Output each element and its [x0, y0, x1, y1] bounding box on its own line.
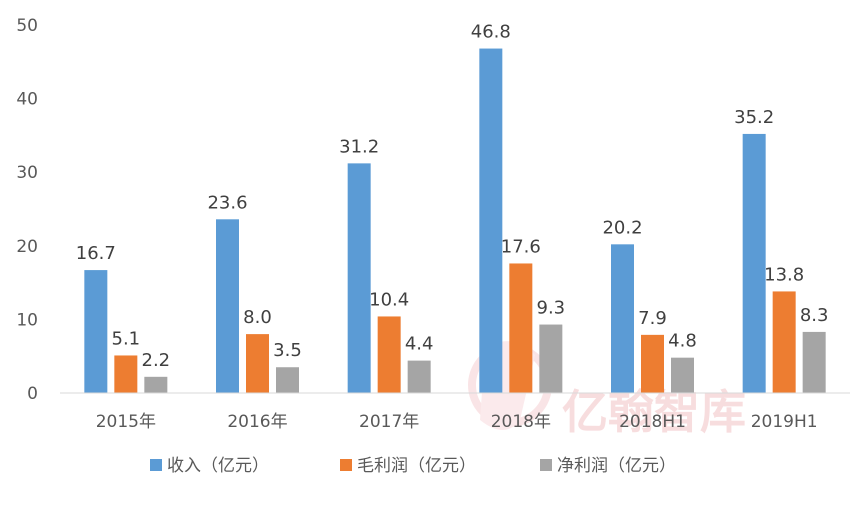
data-label: 35.2	[734, 107, 774, 128]
y-tick-label: 10	[16, 310, 38, 330]
data-labels: 16.7 5.12.2 23.6 8.03.5 31.2 10.4 4.4 46.8 17.6 9…	[76, 22, 829, 371]
y-tick-label: 40	[16, 90, 38, 110]
x-tick-label: 2015年	[96, 412, 156, 432]
watermark-text: 亿翰智库	[562, 385, 746, 439]
y-tick-label: 50	[16, 16, 38, 36]
x-tick-label: 2018年	[491, 412, 551, 432]
legend-swatch	[340, 459, 352, 471]
bar	[84, 270, 108, 393]
x-tick-label: 2016年	[227, 412, 287, 432]
bar	[144, 376, 168, 393]
x-tick-label: 2019H1	[751, 412, 818, 432]
legend-swatch	[150, 459, 162, 471]
bar	[377, 316, 401, 393]
bar	[802, 331, 826, 393]
data-label: 3.5	[273, 340, 302, 361]
bar	[114, 355, 138, 393]
data-label: 4.8	[668, 331, 697, 352]
data-label: 46.8	[471, 22, 511, 43]
bar	[641, 334, 664, 393]
legend: 收入（亿元） 毛利润（亿元） 净利润（亿元）	[150, 456, 676, 476]
data-label: 23.6	[207, 192, 247, 213]
y-tick-label: 30	[16, 163, 38, 183]
bar	[742, 133, 766, 394]
data-label: 7.9	[638, 308, 667, 329]
data-label: 2.2	[142, 350, 171, 371]
y-axis: 0 10 20 30 40 50	[16, 16, 38, 404]
data-label: 16.7	[76, 243, 116, 264]
legend-swatch	[540, 459, 552, 471]
legend-label: 毛利润（亿元）	[357, 456, 476, 476]
y-tick-label: 20	[16, 237, 38, 257]
data-label: 5.1	[112, 328, 141, 349]
bar	[671, 357, 694, 393]
bar	[611, 244, 634, 393]
data-label: 9.3	[537, 298, 566, 319]
x-axis: 2015年 2016年 2017年 2018年 2018H1 2019H1	[96, 412, 818, 432]
bar	[246, 334, 269, 393]
data-label: 4.4	[405, 334, 434, 355]
legend-label: 净利润（亿元）	[557, 456, 676, 476]
bar	[772, 291, 796, 393]
bar	[539, 324, 563, 393]
data-label: 13.8	[764, 264, 804, 285]
data-label: 20.2	[602, 217, 642, 238]
x-tick-label: 2017年	[359, 412, 419, 432]
y-tick-label: 0	[27, 384, 38, 404]
bar	[509, 263, 533, 393]
data-label: 8.3	[800, 305, 829, 326]
legend-label: 收入（亿元）	[167, 456, 269, 476]
bar	[276, 367, 299, 393]
bar	[407, 360, 431, 393]
data-label: 10.4	[369, 289, 409, 310]
bars	[84, 48, 826, 394]
data-label: 8.0	[243, 307, 272, 328]
data-label: 17.6	[501, 236, 541, 257]
x-tick-label: 2018H1	[619, 412, 686, 432]
data-label: 31.2	[339, 136, 379, 157]
bar	[479, 48, 503, 393]
bar	[216, 219, 239, 393]
bar	[347, 163, 371, 393]
